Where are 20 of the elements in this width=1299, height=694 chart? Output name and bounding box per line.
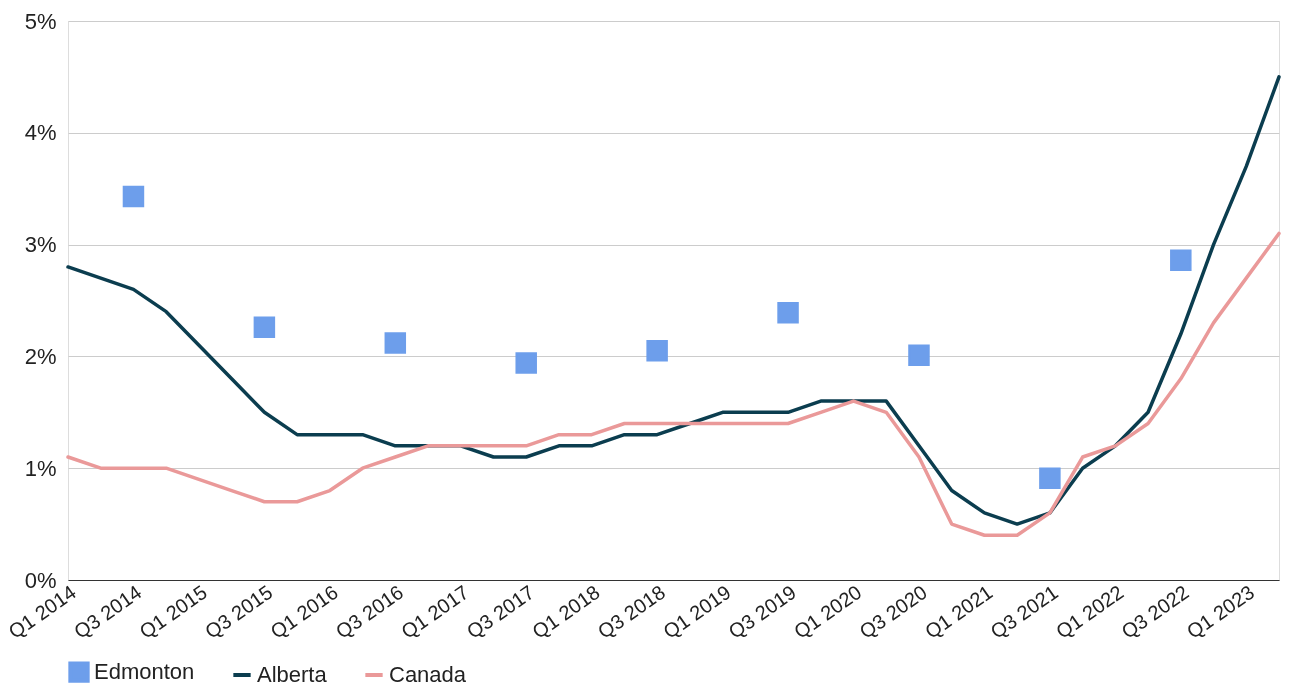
y-tick-label: 1%	[24, 455, 57, 481]
point	[777, 302, 799, 324]
y-tick-label: 5%	[24, 8, 57, 34]
point	[122, 185, 145, 208]
legend-label: Canada	[389, 662, 467, 687]
line-series	[66, 75, 1281, 526]
legend-label: Edmonton	[94, 659, 195, 685]
point	[908, 344, 930, 367]
y-tick-label: 0%	[24, 567, 57, 593]
y-tick-label: 4%	[24, 120, 57, 146]
y-tick-label: 3%	[24, 232, 57, 258]
point	[1039, 467, 1061, 490]
point	[384, 332, 407, 354]
y-tick-label: 2%	[24, 343, 57, 369]
legend-label: Alberta	[257, 662, 328, 687]
point	[253, 316, 276, 339]
point	[1170, 249, 1192, 271]
line-series	[66, 231, 1281, 538]
point	[515, 352, 537, 374]
point	[646, 340, 668, 362]
